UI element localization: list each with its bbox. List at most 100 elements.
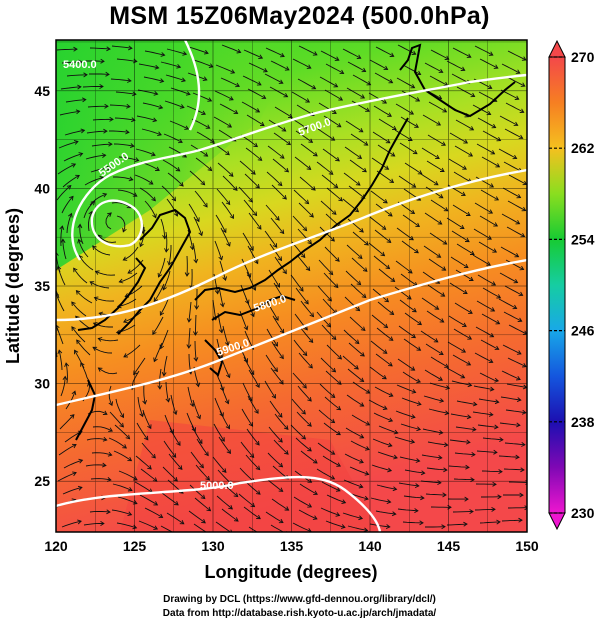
colorbar-tick-label: 270 bbox=[571, 49, 595, 65]
streamline bbox=[449, 282, 468, 294]
streamline-arrow bbox=[464, 496, 469, 502]
streamline-arrow bbox=[233, 492, 239, 498]
streamline bbox=[214, 90, 234, 101]
streamline-arrow bbox=[277, 256, 283, 262]
streamline bbox=[474, 45, 494, 56]
streamline-arrow bbox=[472, 426, 477, 432]
streamline-arrow bbox=[243, 325, 249, 331]
streamline bbox=[109, 411, 124, 428]
streamline bbox=[114, 424, 130, 440]
streamline bbox=[62, 239, 67, 260]
streamline-arrow bbox=[123, 353, 129, 358]
streamline-arrow bbox=[201, 110, 206, 116]
streamline bbox=[505, 102, 524, 113]
streamline-arrow bbox=[148, 180, 154, 185]
streamline-arrow bbox=[438, 193, 444, 199]
streamline-arrow bbox=[336, 123, 342, 128]
streamline bbox=[56, 292, 65, 312]
streamline bbox=[270, 524, 285, 532]
streamline-arrow bbox=[438, 376, 443, 381]
streamline bbox=[136, 115, 157, 122]
streamline-arrow bbox=[304, 299, 309, 305]
streamline bbox=[296, 254, 311, 271]
streamline-arrow bbox=[107, 451, 113, 457]
streamline-arrow bbox=[383, 65, 389, 71]
streamline bbox=[212, 299, 217, 320]
streamline bbox=[507, 50, 527, 61]
streamline bbox=[291, 91, 310, 103]
streamline-arrow bbox=[516, 422, 521, 428]
streamline bbox=[400, 423, 421, 430]
streamline-arrow bbox=[246, 273, 252, 278]
streamline bbox=[213, 116, 232, 128]
streamline bbox=[453, 171, 472, 183]
streamline bbox=[138, 520, 158, 530]
streamline-arrow bbox=[330, 450, 336, 455]
streamline-arrow bbox=[435, 154, 440, 159]
streamline bbox=[452, 511, 474, 513]
streamline-arrow bbox=[99, 84, 104, 89]
streamline-arrow bbox=[151, 453, 156, 459]
streamline-arrow bbox=[522, 363, 527, 368]
streamline-arrow bbox=[254, 409, 259, 414]
streamline bbox=[267, 452, 283, 468]
streamline-arrow bbox=[282, 269, 287, 275]
streamline bbox=[109, 104, 130, 108]
streamline bbox=[105, 212, 112, 230]
streamline bbox=[369, 59, 388, 70]
streamline bbox=[297, 78, 316, 90]
streamline-arrow bbox=[256, 81, 262, 86]
streamline bbox=[473, 385, 494, 391]
streamline bbox=[371, 314, 388, 328]
streamline bbox=[449, 132, 468, 144]
streamline-arrow bbox=[338, 96, 344, 101]
streamline-arrow bbox=[75, 109, 81, 115]
streamline bbox=[160, 329, 169, 349]
streamline bbox=[317, 442, 335, 455]
streamline bbox=[73, 267, 88, 284]
streamline-arrow bbox=[386, 499, 392, 505]
streamline bbox=[448, 158, 467, 170]
streamline-arrow bbox=[339, 69, 345, 75]
streamline-arrow bbox=[442, 492, 447, 498]
streamline bbox=[430, 356, 449, 368]
streamline-arrow bbox=[256, 490, 261, 495]
streamline bbox=[298, 352, 313, 369]
streamline-arrow bbox=[340, 524, 346, 529]
streamline-arrow bbox=[330, 136, 336, 141]
streamline-arrow bbox=[463, 263, 469, 269]
streamline-arrow bbox=[362, 167, 367, 173]
lat-lon-grid bbox=[56, 40, 527, 532]
streamline bbox=[217, 469, 233, 485]
streamline bbox=[189, 170, 205, 186]
streamline bbox=[123, 246, 139, 261]
streamline bbox=[320, 507, 340, 516]
streamline bbox=[80, 362, 90, 382]
streamline bbox=[369, 366, 387, 380]
streamline-arrow bbox=[441, 266, 447, 271]
streamline-arrow bbox=[158, 104, 164, 110]
streamline bbox=[165, 381, 170, 402]
streamline-arrow bbox=[181, 77, 186, 83]
streamline bbox=[505, 259, 524, 270]
x-tick-label: 120 bbox=[44, 538, 68, 554]
streamline bbox=[76, 290, 93, 304]
map-title: MSM 15Z06May2024 (500.0hPa) bbox=[109, 2, 490, 30]
streamline-arrow bbox=[222, 276, 228, 282]
streamline bbox=[86, 438, 107, 441]
streamline bbox=[98, 234, 117, 243]
streamline bbox=[505, 409, 526, 414]
streamline-arrow bbox=[382, 349, 388, 354]
streamline-arrow bbox=[159, 78, 165, 84]
streamline bbox=[293, 339, 308, 356]
streamline bbox=[397, 44, 416, 55]
streamline bbox=[396, 227, 414, 241]
streamline-arrow bbox=[153, 297, 159, 303]
streamline-arrow bbox=[490, 150, 496, 155]
streamline-arrow bbox=[517, 317, 523, 322]
streamline bbox=[113, 143, 134, 147]
streamline-arrow bbox=[382, 99, 388, 104]
streamline-arrow bbox=[152, 330, 157, 335]
streamline-arrow bbox=[249, 453, 255, 459]
